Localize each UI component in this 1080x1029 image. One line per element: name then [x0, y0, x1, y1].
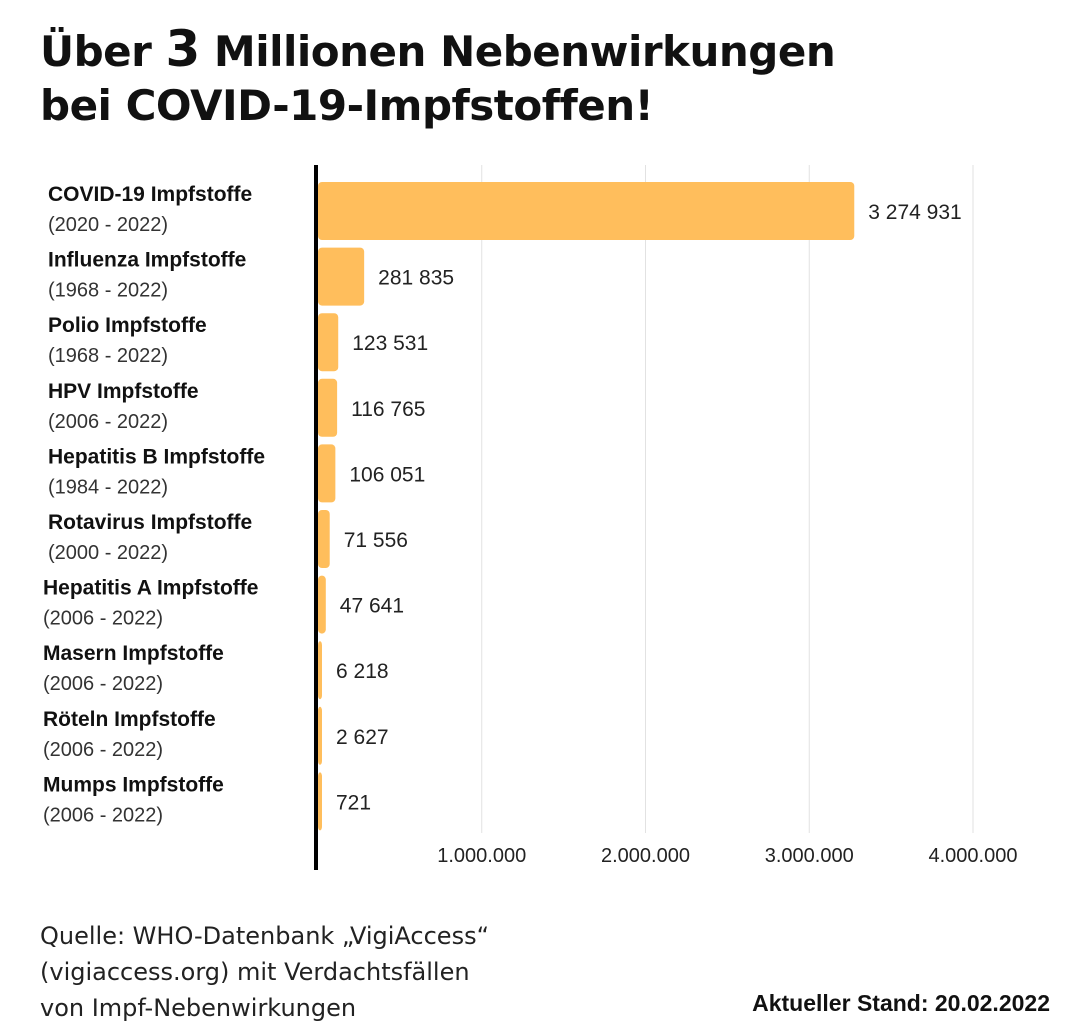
value-label: 106 051	[349, 463, 425, 486]
bar	[318, 575, 326, 634]
value-label: 281 835	[378, 267, 454, 290]
title-post: Millionen Nebenwirkungen	[199, 27, 836, 76]
category-name: Rotavirus Impfstoffe	[48, 511, 252, 534]
bar	[318, 641, 322, 700]
source-note: Quelle: WHO-Datenbank „VigiAccess“ (vigi…	[40, 918, 489, 1026]
category-years: (2006 - 2022)	[43, 804, 163, 826]
x-tick-label: 2.000.000	[601, 845, 690, 867]
value-label: 71 556	[344, 529, 408, 552]
category-name: Influenza Impfstoffe	[48, 249, 246, 272]
value-label: 116 765	[351, 398, 425, 421]
x-tick-label: 1.000.000	[437, 845, 526, 867]
bar	[318, 706, 322, 765]
bar	[318, 247, 365, 306]
bar-chart: COVID-19 Impfstoffe (2020 - 2022) Influenz…	[43, 165, 1017, 870]
title-number: 3	[165, 20, 201, 78]
value-label: 123 531	[352, 332, 428, 355]
category-name: Polio Impfstoffe	[48, 314, 207, 337]
bar	[318, 444, 336, 503]
category-years: (2020 - 2022)	[48, 214, 168, 236]
x-tick-label: 3.000.000	[765, 845, 854, 867]
category-years: (1984 - 2022)	[48, 476, 168, 498]
value-label: 47 641	[340, 595, 404, 618]
value-label: 3 274 931	[868, 201, 961, 224]
category-years: (2006 - 2022)	[43, 739, 163, 761]
category-labels: COVID-19 Impfstoffe (2020 - 2022) Influenz…	[43, 183, 265, 826]
category-name: Mumps Impfstoffe	[43, 773, 224, 796]
category-years: (2006 - 2022)	[43, 608, 163, 630]
category-name: HPV Impfstoffe	[48, 380, 199, 403]
category-years: (1968 - 2022)	[48, 345, 168, 367]
update-date: Aktueller Stand: 20.02.2022	[752, 990, 1050, 1016]
bar	[318, 182, 855, 240]
source-line-3: von Impf-Nebenwirkungen	[40, 994, 357, 1022]
bar	[318, 510, 330, 568]
bar	[318, 378, 338, 437]
title-pre: Über	[40, 27, 166, 76]
category-years: (2000 - 2022)	[48, 542, 168, 564]
category-name: Röteln Impfstoffe	[43, 708, 216, 731]
category-years: (2006 - 2022)	[48, 411, 168, 433]
chart-title: Über 3 Millionen Nebenwirkungen bei COVI…	[40, 20, 836, 133]
bar	[318, 772, 322, 831]
x-axis-ticks: 1.000.000 2.000.000 3.000.000 4.000.000	[437, 845, 1017, 867]
title-line2: bei COVID-19-Impfstoffen!	[40, 81, 654, 130]
category-name: Masern Impfstoffe	[43, 642, 224, 665]
category-name: Hepatitis A Impfstoffe	[43, 577, 258, 600]
category-years: (1968 - 2022)	[48, 280, 168, 302]
category-name: COVID-19 Impfstoffe	[48, 183, 252, 206]
gridlines	[481, 165, 974, 833]
source-line-2: (vigiaccess.org) mit Verdachtsfällen	[40, 958, 470, 986]
value-label: 6 218	[336, 660, 389, 683]
bars	[318, 182, 855, 831]
bar	[318, 313, 339, 372]
value-label: 721	[336, 791, 371, 814]
category-years: (2006 - 2022)	[43, 673, 163, 695]
source-line-1: Quelle: WHO-Datenbank „VigiAccess“	[40, 922, 490, 950]
value-label: 2 627	[336, 726, 389, 749]
value-labels: 3 274 931 281 835 123 531 116 765 106 051 71 …	[336, 201, 962, 814]
x-tick-label: 4.000.000	[929, 845, 1018, 867]
category-name: Hepatitis B Impfstoffe	[48, 445, 265, 468]
